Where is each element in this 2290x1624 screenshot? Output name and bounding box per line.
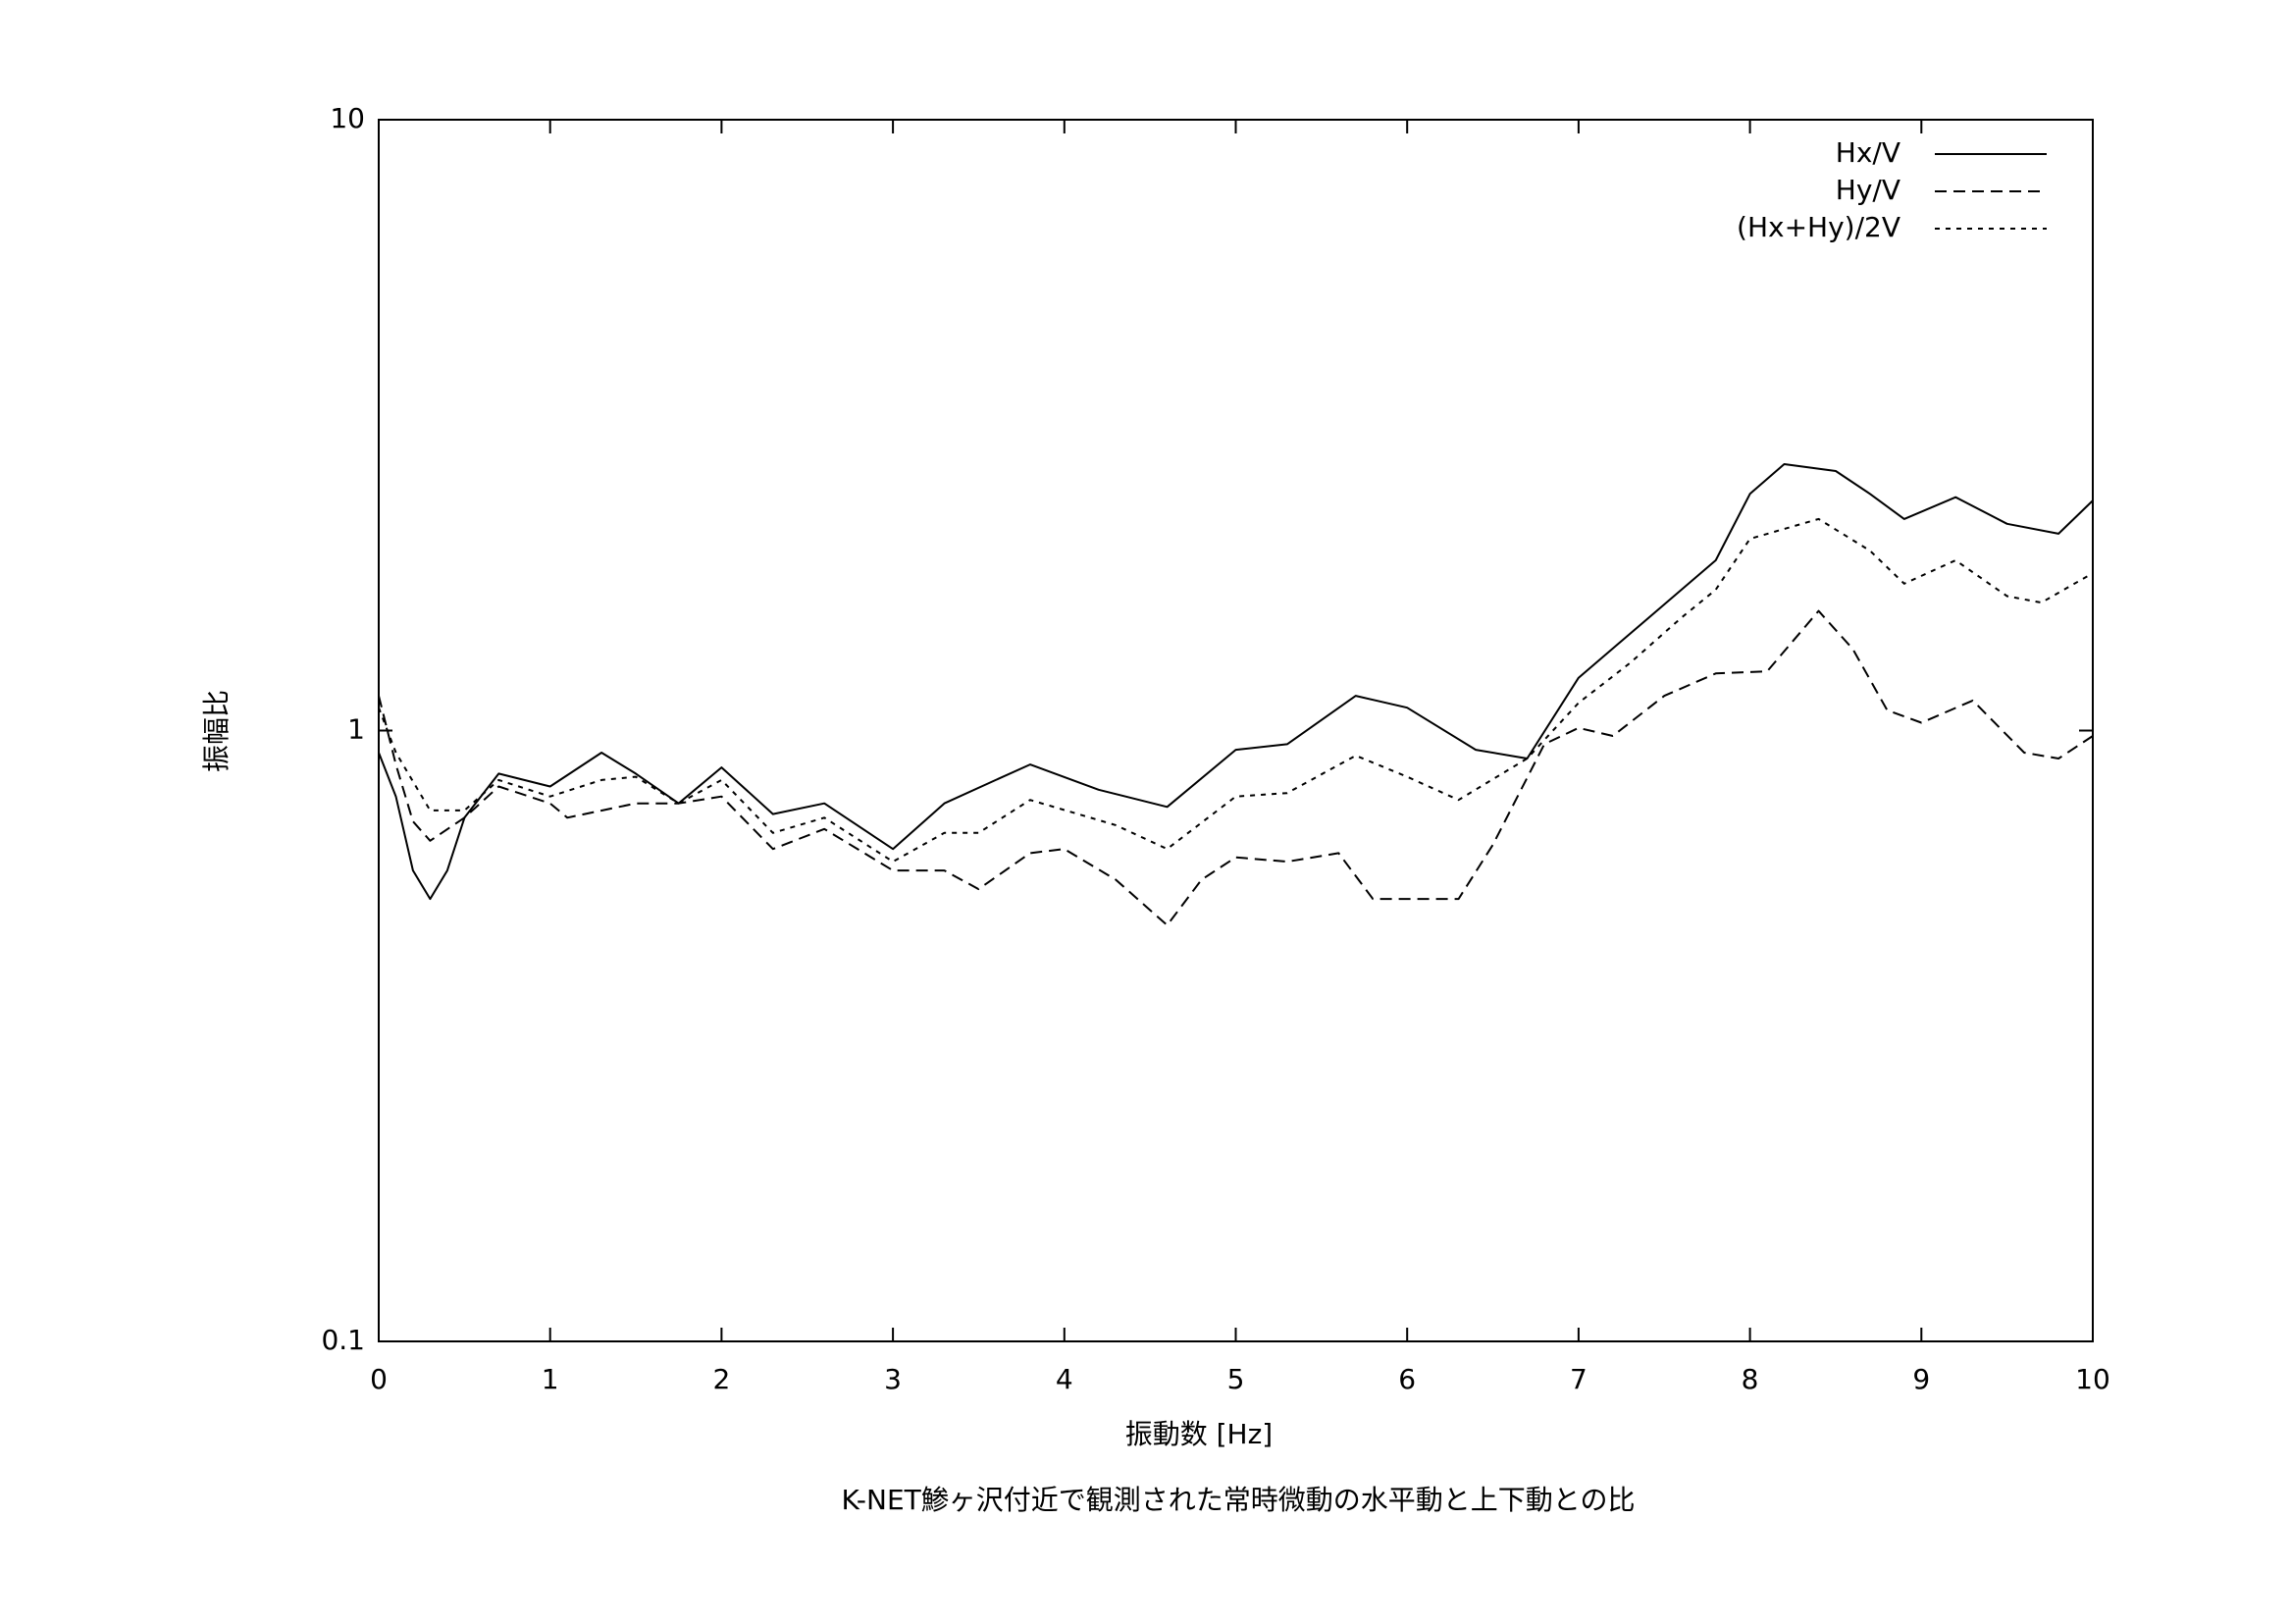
y-tick-label: 0.1: [321, 1324, 365, 1356]
x-tick-label: 6: [1398, 1363, 1416, 1395]
data-line: [378, 609, 2094, 926]
y-tick-label: 10: [330, 102, 365, 134]
x-tick-label: 7: [1570, 1363, 1587, 1395]
x-tick-label: 4: [1056, 1363, 1073, 1395]
x-tick-label: 0: [370, 1363, 388, 1395]
x-tick-label: 8: [1742, 1363, 1759, 1395]
x-tick-label: 3: [884, 1363, 902, 1395]
legend-label: (Hx+Hy)/2V: [1737, 211, 1900, 243]
x-tick-label: 5: [1227, 1363, 1245, 1395]
chart-title: K-NET鯵ヶ沢付近で観測された常時微動の水平動と上下動との比: [842, 1484, 1636, 1516]
y-axis-label: 振幅比: [200, 690, 233, 772]
x-axis-label: 振動数 [Hz]: [1125, 1418, 1274, 1450]
x-tick-label: 1: [542, 1363, 559, 1395]
data-line: [378, 463, 2094, 901]
x-tick-label: 2: [712, 1363, 730, 1395]
data-line: [378, 517, 2094, 864]
x-tick-label: 10: [2075, 1363, 2110, 1395]
plot-frame: [378, 119, 2094, 1342]
x-tick-label: 9: [1912, 1363, 1930, 1395]
y-tick-label: 1: [347, 713, 365, 746]
legend-label: Hy/V: [1836, 174, 1900, 206]
legend-label: Hx/V: [1836, 136, 1900, 169]
